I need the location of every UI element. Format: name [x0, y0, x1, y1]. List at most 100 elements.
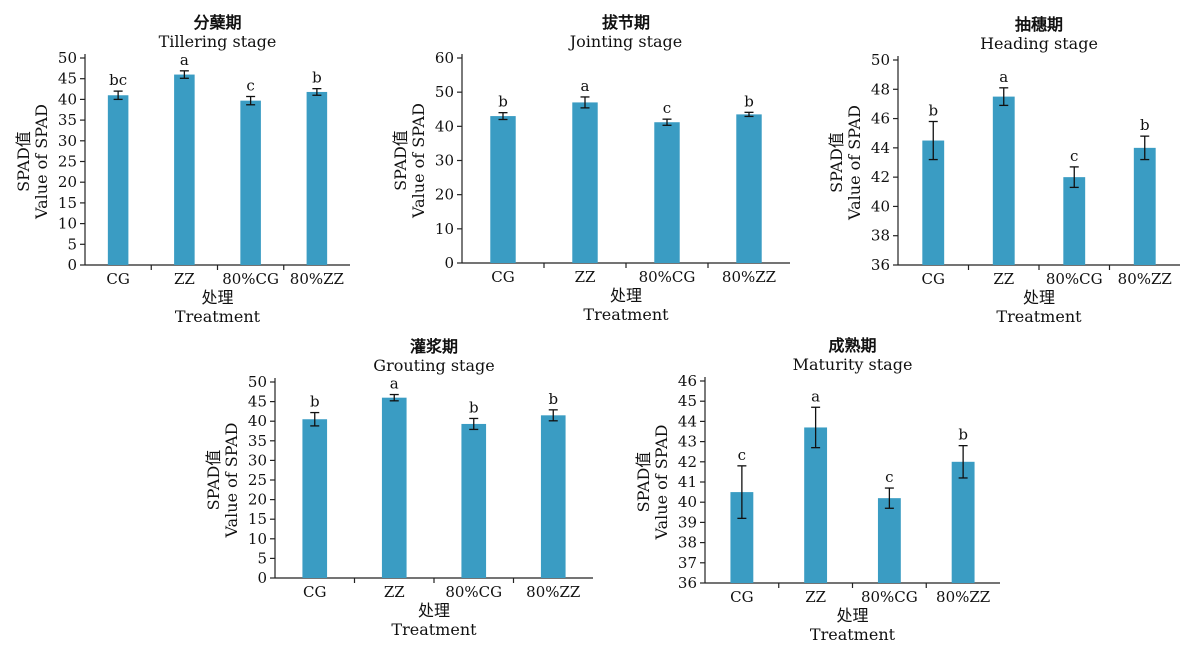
x-tick-label: ZZ: [174, 270, 195, 288]
y-axis-label: SPAD值: [14, 131, 33, 192]
bar: [951, 461, 975, 583]
bar: [461, 423, 487, 578]
significance-letter: c: [738, 446, 746, 464]
bar: [306, 91, 328, 265]
y-tick-label: 43: [678, 433, 697, 451]
significance-letter: a: [581, 77, 590, 95]
bar: [107, 95, 129, 265]
y-tick-label: 50: [871, 51, 890, 69]
x-axis-label-en: Treatment: [583, 305, 669, 324]
x-tick-label: 80%ZZ: [290, 270, 344, 288]
y-tick-label: 38: [678, 534, 697, 552]
x-tick-label: CG: [922, 270, 945, 288]
y-tick-label: 46: [678, 372, 697, 390]
y-tick-label: 20: [435, 186, 454, 204]
y-tick-label: 40: [58, 90, 77, 108]
x-axis-label-en: Treatment: [810, 625, 896, 644]
bar: [174, 74, 195, 265]
chart-subtitle: Heading stage: [980, 34, 1098, 53]
y-tick-label: 50: [58, 49, 77, 67]
y-tick-label: 30: [248, 451, 267, 469]
bar: [877, 498, 901, 583]
y-tick-label: 46: [871, 110, 890, 128]
significance-letter: a: [180, 51, 189, 69]
significance-letter: b: [312, 69, 322, 87]
y-tick-label: 0: [67, 256, 77, 274]
chart-subtitle: Maturity stage: [793, 355, 913, 374]
y-tick-label: 35: [58, 111, 77, 129]
bar: [302, 419, 328, 578]
y-tick-label: 20: [248, 491, 267, 509]
y-tick-label: 10: [435, 220, 454, 238]
y-tick-label: 0: [444, 254, 454, 272]
chart-title: 拔节期: [602, 13, 650, 32]
significance-letter: b: [469, 398, 479, 416]
y-axis-label-en: Value of SPAD: [222, 423, 241, 539]
y-tick-label: 42: [678, 453, 697, 471]
y-tick-label: 15: [58, 194, 77, 212]
y-tick-label: 15: [248, 510, 267, 528]
y-tick-label: 25: [248, 471, 267, 489]
y-axis-label: SPAD值: [634, 452, 653, 513]
significance-letter: b: [928, 102, 938, 120]
y-axis-label-en: Value of SPAD: [845, 105, 864, 221]
x-axis-label-en: Treatment: [996, 307, 1082, 326]
x-tick-label: 80%CG: [445, 583, 502, 601]
significance-letter: b: [498, 93, 508, 111]
bar: [804, 427, 828, 583]
y-tick-label: 38: [871, 227, 890, 245]
y-tick-label: 36: [871, 256, 890, 274]
y-axis-label-en: Value of SPAD: [652, 425, 671, 541]
y-tick-label: 30: [58, 132, 77, 150]
y-tick-label: 40: [871, 197, 890, 215]
significance-letter: bc: [109, 71, 127, 89]
chart-title: 成熟期: [828, 336, 876, 355]
bar: [736, 114, 762, 263]
significance-letter: c: [246, 77, 254, 95]
chart-title: 灌浆期: [410, 337, 458, 356]
bar: [381, 397, 407, 578]
x-tick-label: CG: [491, 268, 514, 286]
bar: [654, 122, 680, 263]
y-tick-label: 40: [248, 412, 267, 430]
y-tick-label: 44: [678, 412, 697, 430]
x-axis-label-en: Treatment: [391, 620, 477, 639]
x-tick-label: 80%CG: [861, 588, 918, 606]
chart-subtitle: Tillering stage: [159, 32, 277, 51]
x-tick-label: ZZ: [805, 588, 826, 606]
y-tick-label: 25: [58, 153, 77, 171]
y-tick-label: 5: [67, 235, 77, 253]
y-tick-label: 45: [58, 70, 77, 88]
significance-letter: b: [958, 426, 968, 444]
x-axis-label: 处理: [836, 606, 868, 625]
bar: [240, 100, 261, 265]
y-tick-label: 50: [248, 373, 267, 391]
significance-letter: a: [390, 375, 399, 393]
y-axis-label: SPAD值: [827, 132, 846, 193]
x-axis-label: 处理: [1023, 288, 1055, 307]
y-tick-label: 45: [678, 392, 697, 410]
bar: [992, 96, 1015, 265]
x-tick-label: CG: [730, 588, 753, 606]
y-tick-label: 50: [435, 83, 454, 101]
significance-letter: c: [885, 468, 893, 486]
x-tick-label: 80%ZZ: [722, 268, 776, 286]
y-axis-label-en: Value of SPAD: [32, 104, 51, 220]
x-axis-label: 处理: [201, 288, 233, 307]
significance-letter: b: [548, 390, 558, 408]
y-axis-label: SPAD值: [391, 130, 410, 191]
bar: [730, 492, 754, 583]
y-tick-label: 45: [248, 393, 267, 411]
significance-letter: a: [999, 68, 1008, 86]
chart-subtitle: Grouting stage: [373, 356, 494, 375]
y-tick-label: 30: [435, 152, 454, 170]
y-tick-label: 44: [871, 139, 890, 157]
x-tick-label: CG: [303, 583, 326, 601]
chart-title: 抽穗期: [1015, 15, 1063, 34]
x-tick-label: 80%ZZ: [1118, 270, 1172, 288]
y-tick-label: 41: [678, 473, 697, 491]
x-axis-label: 处理: [610, 286, 642, 305]
chart-subtitle: Jointing stage: [568, 32, 683, 51]
